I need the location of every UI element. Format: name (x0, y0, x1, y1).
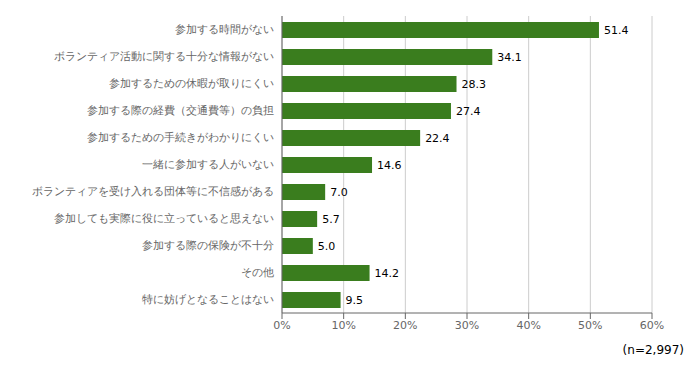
svg-text:7.0: 7.0 (330, 186, 348, 199)
svg-text:60%: 60% (640, 319, 664, 332)
svg-text:参加しても実際に役に立っていると思えない: 参加しても実際に役に立っていると思えない (54, 212, 274, 225)
svg-text:27.4: 27.4 (456, 105, 481, 118)
svg-text:34.1: 34.1 (497, 51, 522, 64)
svg-text:5.7: 5.7 (322, 213, 340, 226)
svg-text:5.0: 5.0 (318, 240, 336, 253)
svg-text:51.4: 51.4 (604, 24, 629, 37)
svg-text:参加するための手続きがわかりにくい: 参加するための手続きがわかりにくい (87, 131, 274, 144)
html-text:(n=2,997): (n=2,997) (622, 343, 684, 357)
svg-text:0%: 0% (273, 319, 290, 332)
svg-text:50%: 50% (578, 319, 602, 332)
svg-text:特に妨げとなることはない: 特に妨げとなることはない (142, 293, 274, 306)
svg-text:一緒に参加する人がいない: 一緒に参加する人がいない (142, 158, 274, 171)
svg-text:10%: 10% (331, 319, 355, 332)
svg-text:ボランティアを受け入れる団体等に不信感がある: ボランティアを受け入れる団体等に不信感がある (32, 185, 274, 198)
svg-text:14.6: 14.6 (377, 159, 402, 172)
svg-text:14.2: 14.2 (375, 267, 400, 280)
svg-text:その他: その他 (241, 266, 274, 279)
svg-text:20%: 20% (393, 319, 417, 332)
svg-text:28.3: 28.3 (462, 78, 487, 91)
svg-text:9.5: 9.5 (346, 294, 364, 307)
svg-text:参加する時間がない: 参加する時間がない (175, 23, 274, 36)
svg-text:22.4: 22.4 (425, 132, 450, 145)
svg-text:参加するための休暇が取りにくい: 参加するための休暇が取りにくい (109, 77, 274, 90)
svg-text:ボランティア活動に関する十分な情報がない: ボランティア活動に関する十分な情報がない (54, 50, 274, 63)
svg-text:30%: 30% (455, 319, 479, 332)
svg-text:参加する際の保険が不十分: 参加する際の保険が不十分 (142, 239, 274, 252)
svg-text:参加する際の経費（交通費等）の負担: 参加する際の経費（交通費等）の負担 (87, 104, 274, 117)
svg-text:40%: 40% (516, 319, 540, 332)
